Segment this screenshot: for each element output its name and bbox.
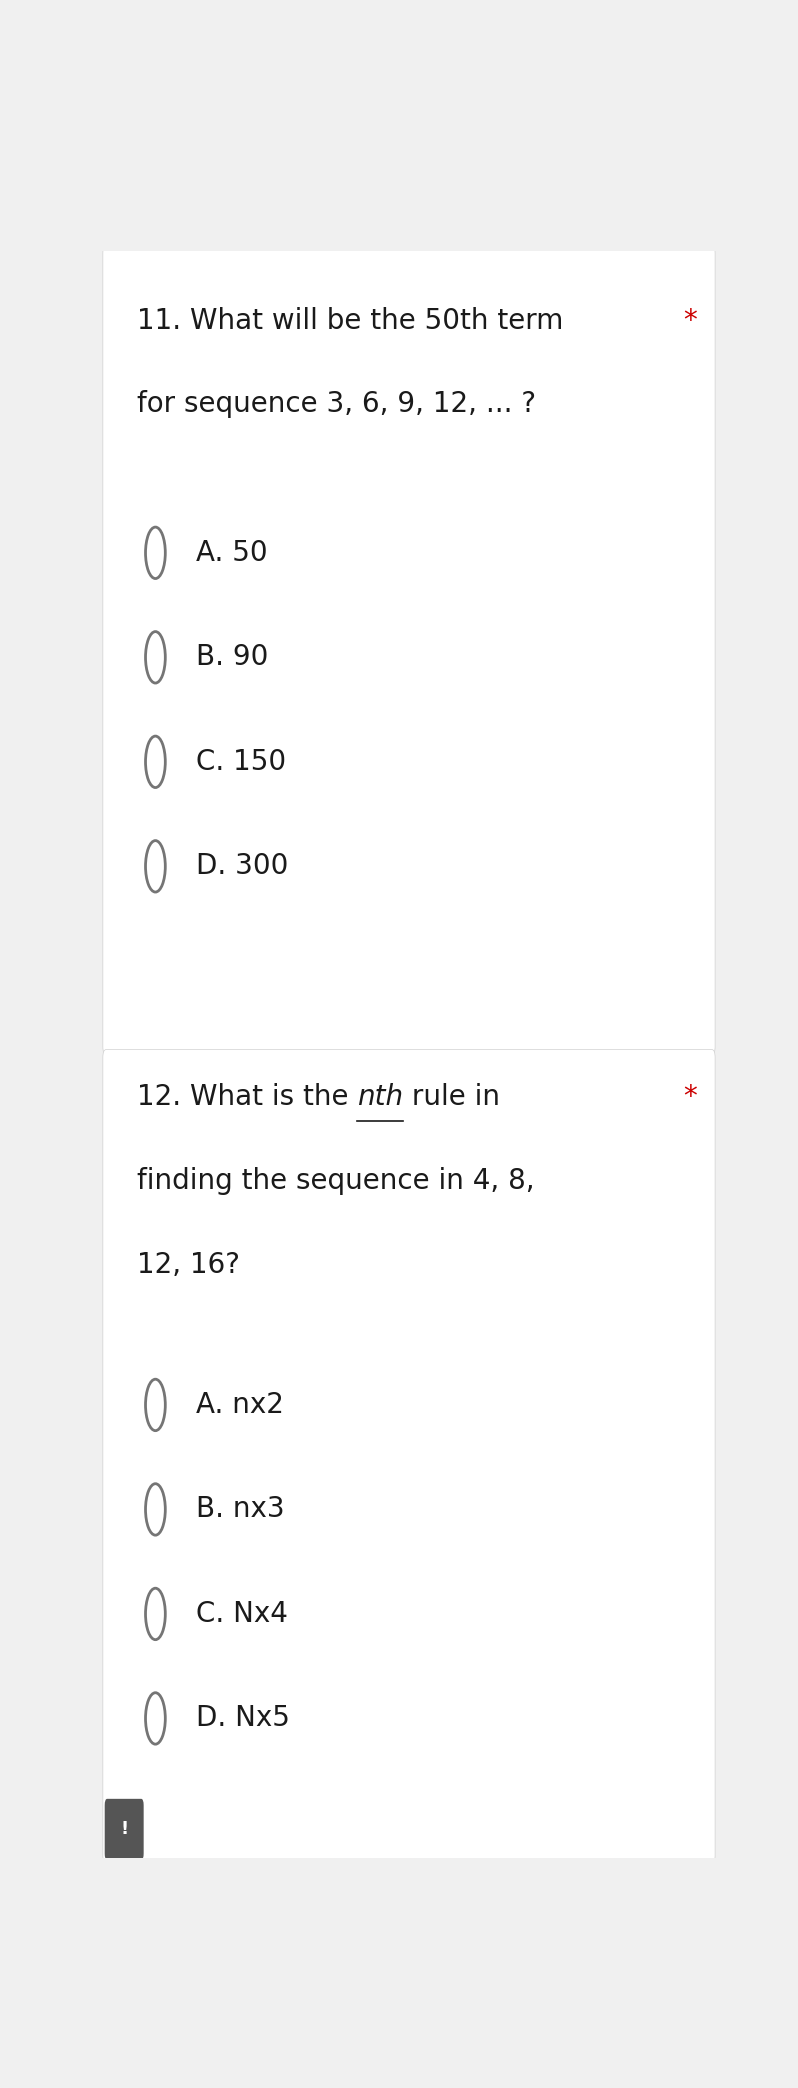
Text: rule in: rule in <box>403 1084 500 1111</box>
Text: B. 90: B. 90 <box>196 643 268 672</box>
Text: *: * <box>683 1084 697 1111</box>
Text: 12. What is the: 12. What is the <box>137 1084 358 1111</box>
FancyBboxPatch shape <box>103 1050 715 1862</box>
Text: *: * <box>683 307 697 334</box>
FancyBboxPatch shape <box>103 246 715 1054</box>
Text: A. nx2: A. nx2 <box>196 1391 283 1420</box>
Text: C. Nx4: C. Nx4 <box>196 1599 287 1629</box>
Text: C. 150: C. 150 <box>196 748 286 777</box>
Text: 12, 16?: 12, 16? <box>137 1251 240 1278</box>
Text: nth: nth <box>358 1084 403 1111</box>
FancyBboxPatch shape <box>105 1800 144 1860</box>
Text: B. nx3: B. nx3 <box>196 1495 284 1524</box>
Text: finding the sequence in 4, 8,: finding the sequence in 4, 8, <box>137 1167 535 1194</box>
Text: D. 300: D. 300 <box>196 852 288 881</box>
Text: 11. What will be the 50th term: 11. What will be the 50th term <box>137 307 563 334</box>
Text: !: ! <box>120 1821 128 1837</box>
Text: D. Nx5: D. Nx5 <box>196 1704 290 1733</box>
Text: A. 50: A. 50 <box>196 539 267 566</box>
Text: for sequence 3, 6, 9, 12, ... ?: for sequence 3, 6, 9, 12, ... ? <box>137 390 536 418</box>
